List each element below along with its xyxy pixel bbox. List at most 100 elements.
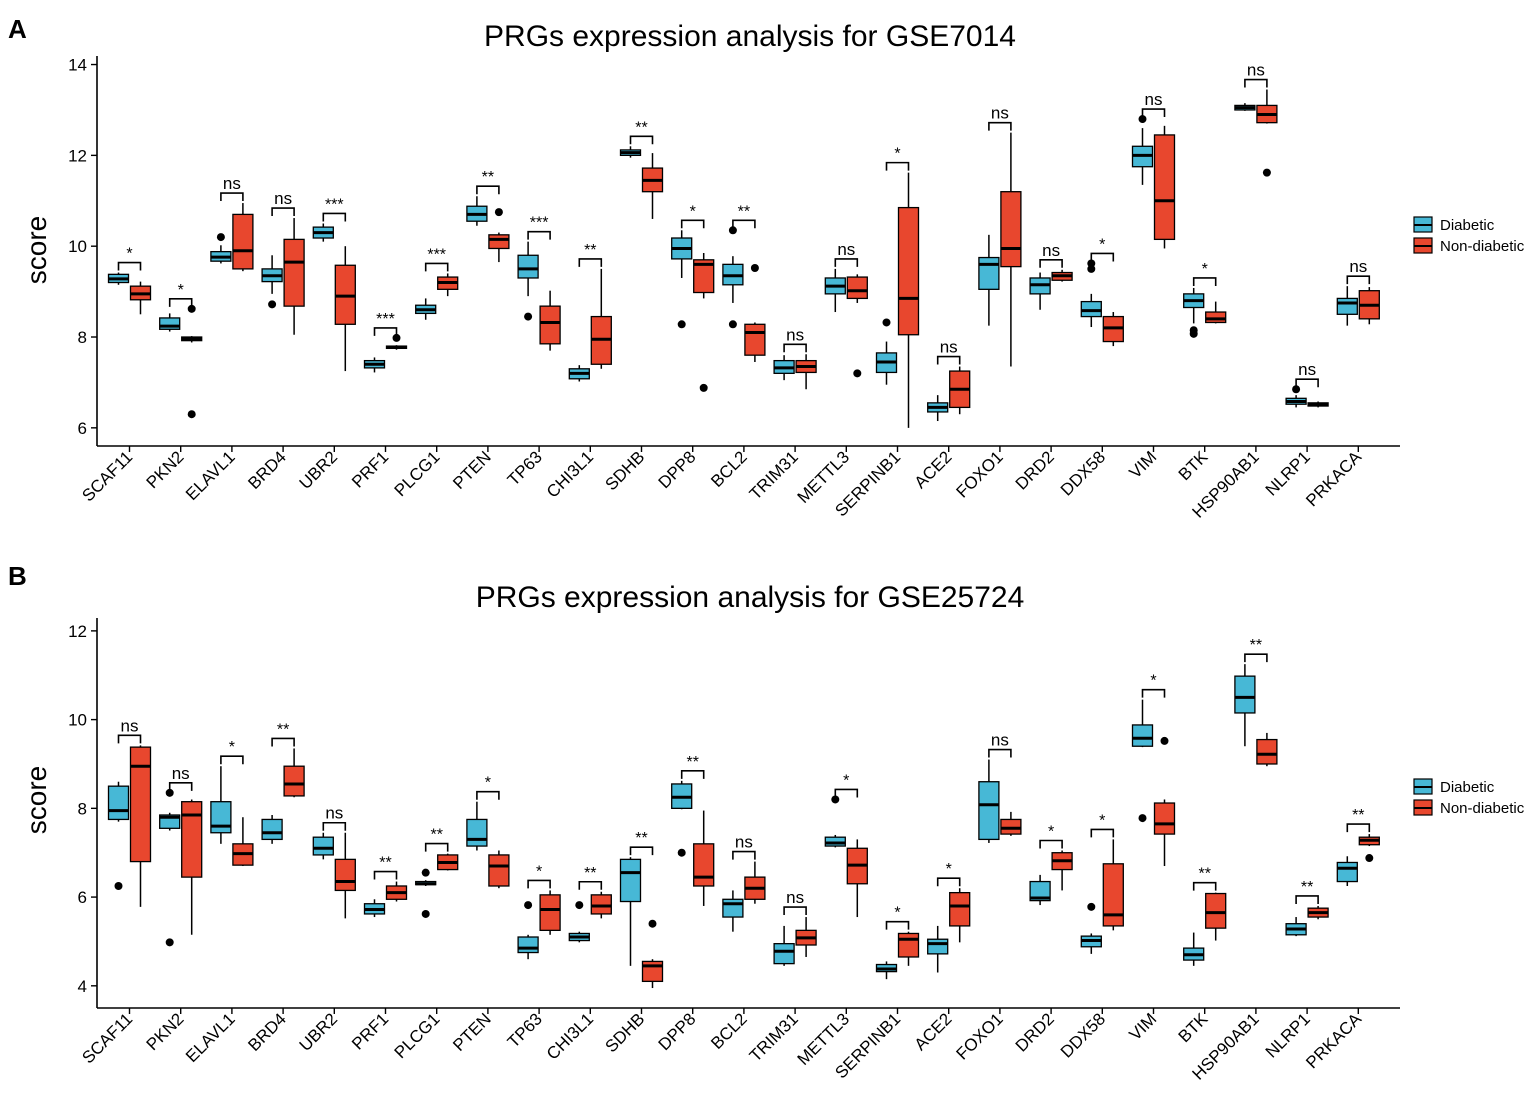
box-diabetic — [159, 788, 181, 947]
category-group-scaf11: SCAF11 ns — [78, 716, 152, 1067]
significance-bracket — [1141, 108, 1166, 118]
significance-label: ns — [1042, 241, 1060, 260]
box-body — [949, 891, 971, 927]
outlier-point — [853, 369, 862, 378]
box-diabetic — [1285, 385, 1307, 408]
outlier-point — [575, 901, 584, 910]
box-body — [1131, 724, 1154, 747]
category-group-chi3l1: CHI3L1 ** — [543, 242, 612, 502]
significance-label: ns — [735, 833, 753, 852]
box-body — [334, 858, 356, 892]
box-non-diabetic — [437, 273, 459, 297]
significance-label: * — [1202, 261, 1208, 278]
box-non-diabetic — [539, 290, 561, 351]
outlier-point — [524, 312, 533, 321]
box-non-diabetic — [949, 366, 971, 415]
significance-bracket — [117, 734, 142, 744]
box-non-diabetic — [1000, 132, 1022, 367]
x-tick-label: PLCG1 — [391, 1009, 444, 1062]
x-tick-label: DPP8 — [655, 447, 700, 492]
category-group-dpp8: DPP8 ** — [655, 754, 715, 1054]
x-tick-label: UBR2 — [296, 447, 342, 493]
x-tick-label: VIM — [1126, 1009, 1161, 1044]
box-non-diabetic — [1307, 401, 1329, 408]
box-non-diabetic — [693, 810, 715, 906]
category-group-drd2: DRD2 * — [1012, 823, 1073, 1056]
box-diabetic — [978, 759, 1000, 843]
outlier-point — [216, 233, 225, 242]
x-tick-label: TP63 — [504, 1009, 546, 1051]
category-group-nlrp1: NLRP1** — [1262, 879, 1329, 1062]
box-non-diabetic — [1153, 736, 1176, 867]
category-group-pten: PTEN ** — [449, 169, 510, 493]
outlier-point — [114, 881, 123, 890]
significance-label: * — [229, 739, 235, 756]
box-non-diabetic — [1307, 905, 1329, 920]
significance-label: ** — [430, 827, 442, 844]
box-diabetic — [671, 780, 693, 857]
significance-bracket — [988, 121, 1012, 131]
box-body — [466, 818, 488, 847]
legend-label-non-diabetic: Non-diabetic — [1440, 800, 1525, 817]
outlier-point — [750, 263, 759, 272]
box-body — [744, 323, 766, 356]
significance-bracket — [1295, 895, 1319, 904]
box-body — [846, 276, 868, 300]
category-group-mettl3: METTL3* — [794, 772, 868, 1069]
significance-label: ns — [991, 731, 1009, 750]
box-body — [773, 943, 795, 965]
category-group-ddx58: DDX58 * — [1057, 812, 1124, 1062]
significance-bracket — [988, 748, 1012, 758]
box-diabetic — [312, 223, 334, 242]
box-non-diabetic — [1256, 732, 1278, 767]
outlier-point — [187, 410, 196, 419]
significance-label: ** — [1352, 807, 1364, 824]
x-tick-label: SCAF11 — [78, 1009, 136, 1067]
outlier-point — [524, 901, 533, 910]
significance-bracket — [885, 920, 910, 930]
outlier-point — [1160, 736, 1169, 745]
box-diabetic — [927, 925, 949, 973]
category-group-trim31: TRIM31 ns — [746, 888, 817, 1066]
box-diabetic — [159, 313, 181, 332]
category-group-prkaca: PRKACA ns — [1302, 257, 1380, 510]
significance-bracket — [322, 212, 347, 222]
x-tick-label: ACE2 — [911, 1009, 956, 1054]
box-diabetic — [261, 255, 283, 309]
box-diabetic — [773, 925, 795, 966]
box-non-diabetic — [181, 304, 203, 419]
box-diabetic — [619, 857, 642, 966]
box-non-diabetic — [129, 281, 152, 315]
x-tick-label: PRKACA — [1302, 1009, 1365, 1072]
box-body — [927, 938, 949, 955]
box-body — [1029, 880, 1051, 902]
box-non-diabetic — [590, 268, 612, 369]
box-non-diabetic — [488, 850, 510, 889]
box-diabetic — [722, 226, 744, 329]
significance-bracket — [424, 842, 449, 852]
box-non-diabetic — [385, 881, 408, 902]
significance-label: ns — [786, 888, 804, 907]
box-body — [897, 932, 920, 958]
box-non-diabetic — [897, 172, 920, 428]
category-group-vim: VIM * — [1126, 673, 1176, 1044]
box-diabetic — [978, 234, 1000, 326]
y-axis-label: score — [21, 216, 52, 284]
significance-label: ** — [277, 721, 289, 738]
significance-bracket — [1295, 378, 1319, 388]
box-body — [693, 259, 715, 294]
category-group-bcl2: BCL2 ** — [707, 203, 766, 491]
box-body — [1153, 134, 1176, 241]
significance-label: ns — [1298, 360, 1316, 379]
box-non-diabetic — [590, 891, 612, 919]
category-group-scaf11: SCAF11 * — [78, 246, 152, 505]
significance-label: *** — [376, 311, 395, 328]
outlier-point — [1262, 168, 1271, 177]
y-tick-label: 10 — [68, 237, 87, 256]
significance-bracket — [1346, 823, 1371, 833]
significance-bracket — [527, 230, 551, 240]
significance-label: *** — [427, 246, 446, 263]
significance-bracket — [783, 343, 807, 353]
category-group-brd4: BRD4 ** — [244, 721, 305, 1055]
